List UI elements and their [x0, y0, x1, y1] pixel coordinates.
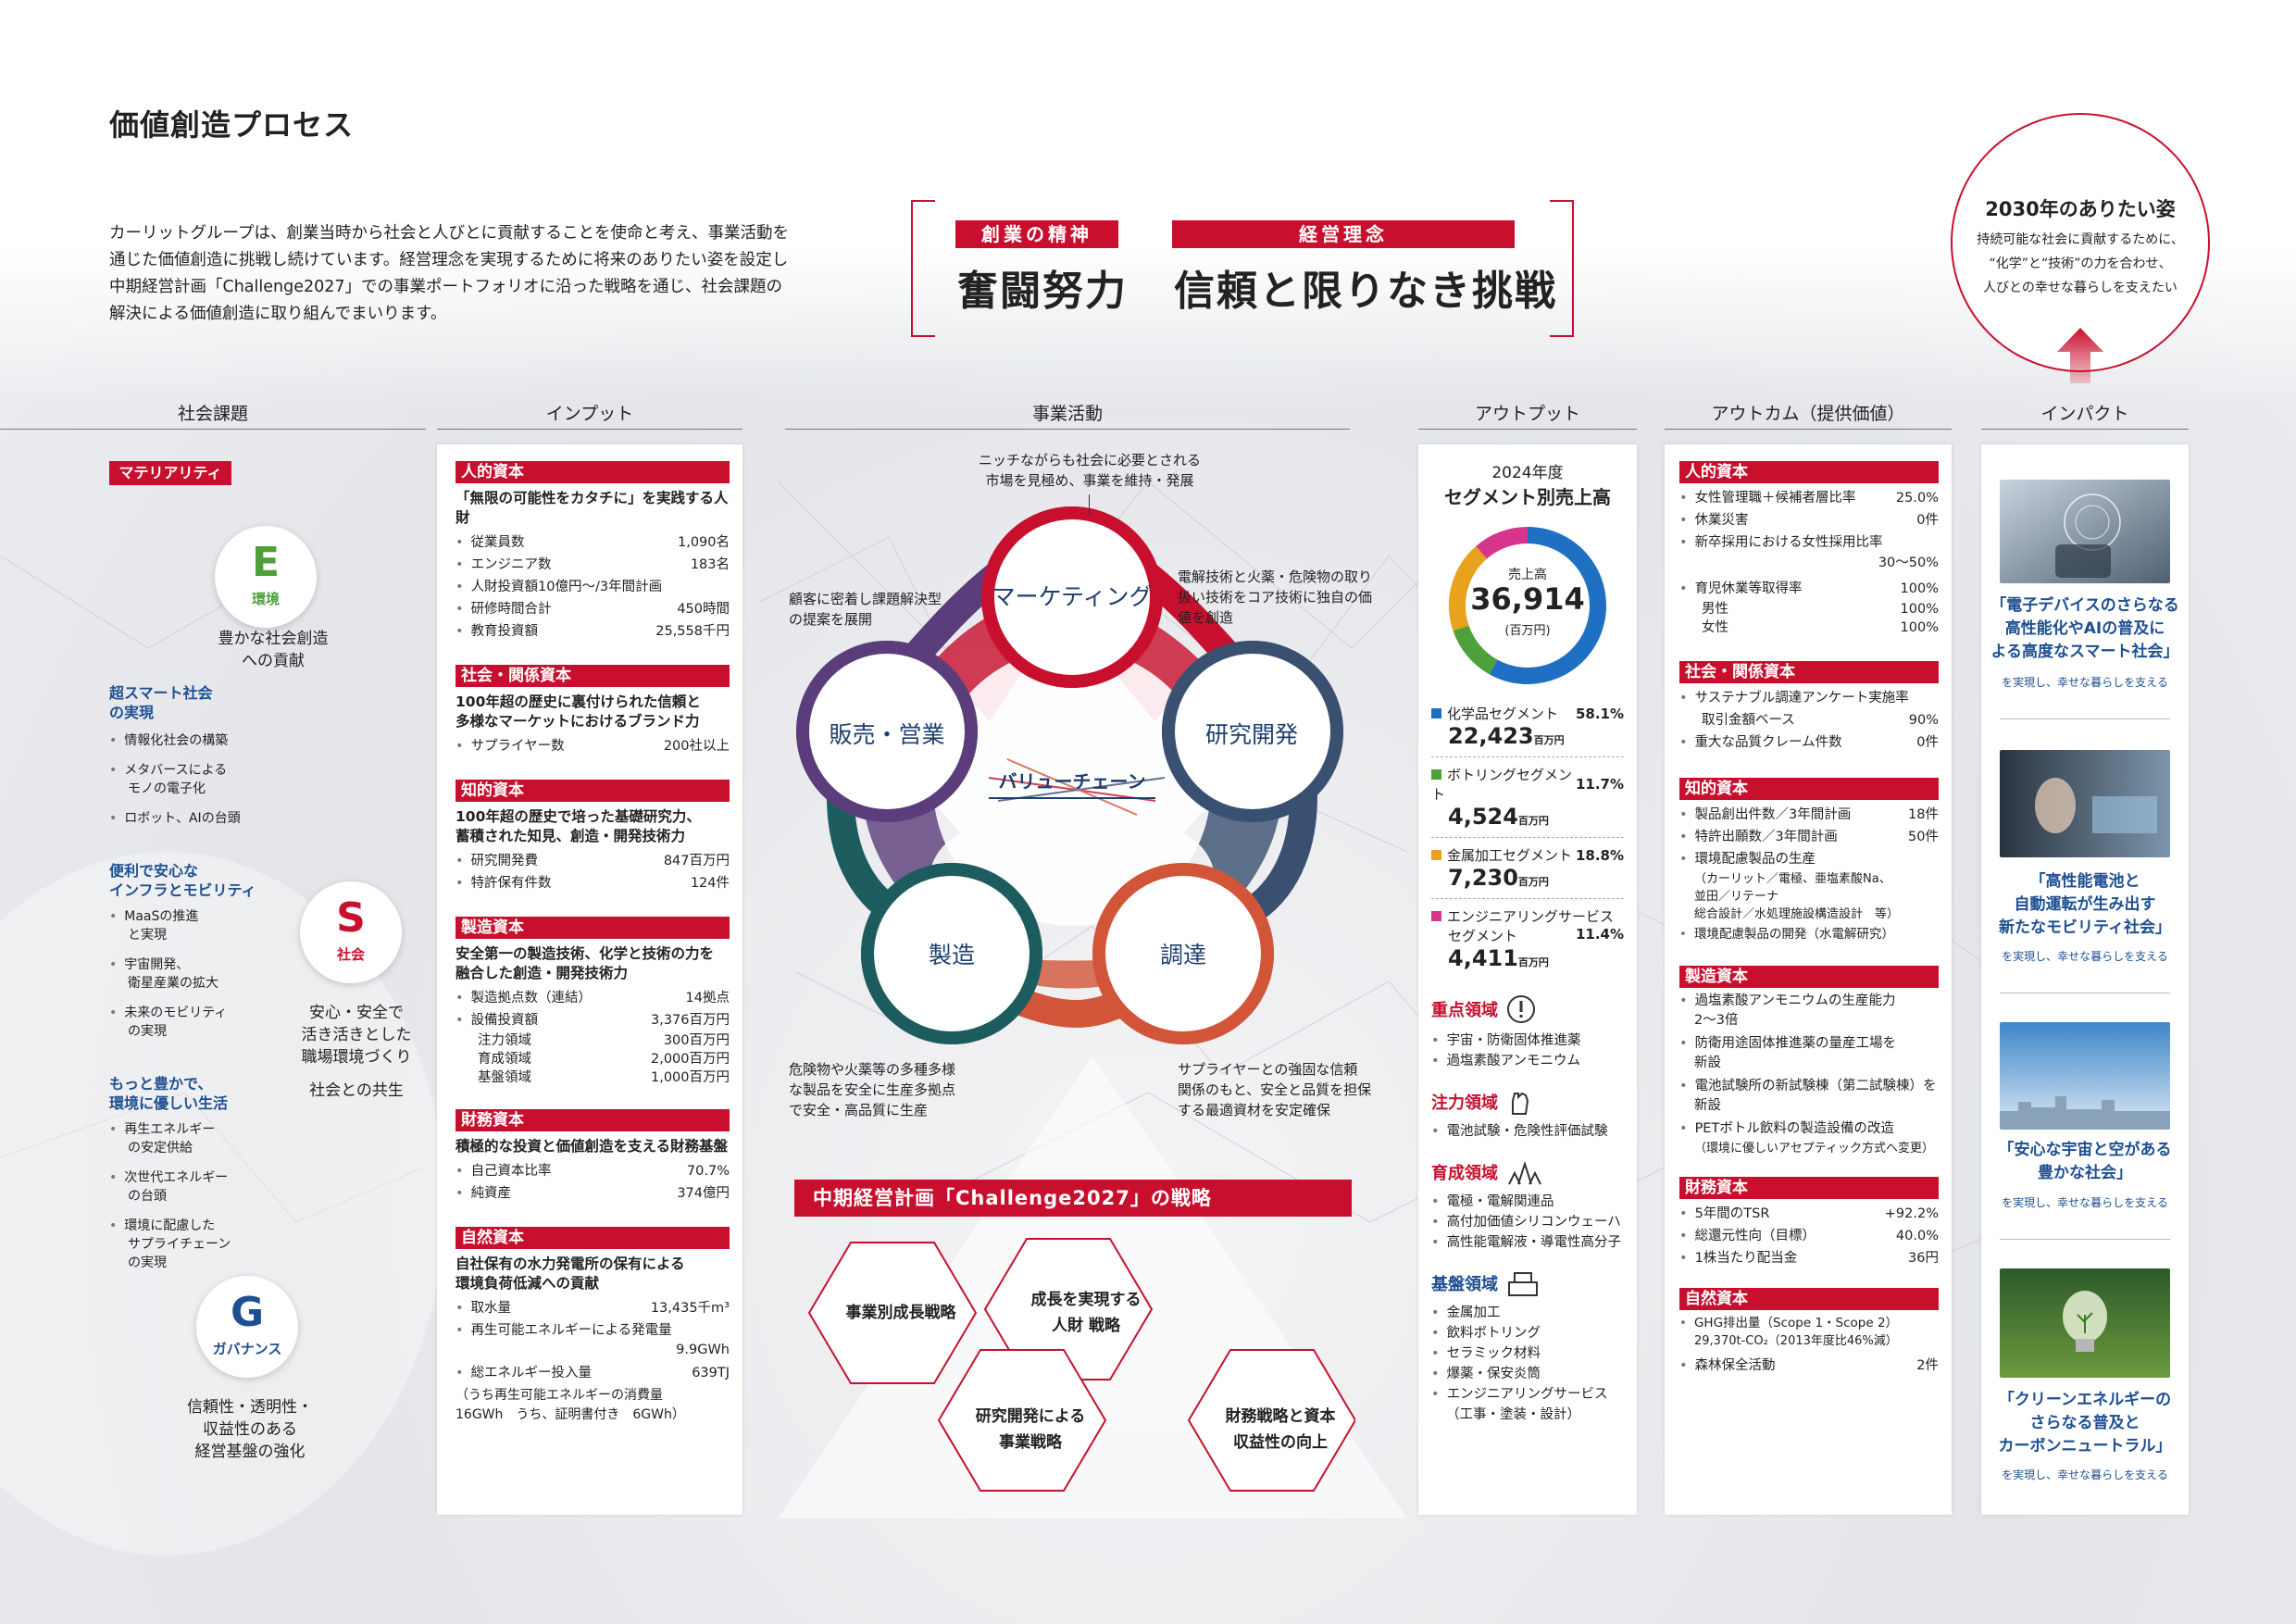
col-outcome: アウトカム（提供価値）	[1665, 398, 1952, 430]
city-sky-photo	[2000, 1022, 2170, 1130]
vc-sales: 販売・営業	[829, 721, 945, 748]
intro-text: カーリットグループは、創業当時から社会と人びとに貢献することを使命と考え、事業活…	[109, 224, 789, 323]
col-impact: インパクト	[1981, 398, 2189, 430]
segment-chemical: 化学品セグメント 58.1% 22,423百万円	[1431, 704, 1624, 749]
strategy-hexagons	[807, 1238, 1355, 1492]
input-human-head: 人的資本	[455, 461, 730, 483]
strategy-title: 中期経営計画「Challenge2027」の戦略	[794, 1180, 1352, 1217]
outcome-natural-head: 自然資本	[1679, 1288, 1939, 1310]
esg-e-desc: 豊かな社会創造 への貢献	[218, 630, 329, 670]
col-social: 社会課題	[0, 398, 426, 430]
esg-g-circle: G ガバナンス	[196, 1276, 298, 1378]
sprout-icon	[1508, 1160, 1541, 1185]
sales-donut: 売上高 36,914 (百万円)	[1444, 522, 1611, 689]
philosophy-text: 信頼と限りなき挑戦	[1174, 268, 1557, 315]
motto-block: 創業の精神 奮闘努力 経営理念 信頼と限りなき挑戦	[911, 200, 1574, 337]
input-intellectual-head: 知的資本	[455, 780, 730, 802]
outcome-human-head: 人的資本	[1679, 461, 1939, 483]
materiality-group-smart: 超スマート社会 の実現 情報化社会の構築 メタバースによる モノの電子化 ロボッ…	[109, 683, 294, 828]
smart-society-photo	[2000, 480, 2170, 583]
callout-marketing: ニッチながらも社会に必要とされる 市場を見極め、事業を維持・発展	[978, 452, 1201, 489]
lightbulb-plant-photo	[2000, 1268, 2170, 1378]
input-natural-head: 自然資本	[455, 1227, 730, 1249]
callout-sales: 顧客に密着し課題解決型 の提案を展開	[789, 591, 942, 628]
col-output: アウトプット	[1418, 398, 1637, 430]
esg-g-desc: 信頼性・透明性・ 収益性のある 経営基盤の強化	[187, 1398, 313, 1461]
outcome-financial-head: 財務資本	[1679, 1177, 1939, 1199]
outcome-intellectual-head: 知的資本	[1679, 778, 1939, 800]
up-arrow-icon	[2057, 328, 2103, 383]
materiality-label: マテリアリティ	[109, 461, 231, 485]
donut-slice	[1453, 625, 1498, 675]
philosophy-label: 経営理念	[1172, 220, 1515, 248]
segment-swatch	[1431, 708, 1441, 718]
hex-hr-strategy: 成長を実現する 人財 戦略	[1030, 1291, 1142, 1335]
exclamation-icon	[1507, 995, 1535, 1023]
materiality-group-green: もっと豊かで、 環境に優しい生活 再生エネルギー の安定供給 次世代エネルギー …	[109, 1074, 294, 1272]
segment-swatch	[1431, 911, 1441, 921]
impact-caption-1: 「電子デバイスのさらなる 高性能化やAIの普及に よる高度なスマート社会」	[1990, 596, 2179, 661]
hex-business-growth: 事業別成長戦略	[845, 1304, 956, 1322]
spirit-label: 創業の精神	[955, 220, 1118, 248]
hex-rnd-strategy: 研究開発による 事業戦略	[975, 1407, 1086, 1452]
page-title: 価値創造プロセス	[109, 107, 355, 143]
outcome-social-head: 社会・関係資本	[1679, 661, 1939, 683]
value-chain-diagram	[796, 506, 1343, 1044]
spirit-text: 奮闘努力	[957, 268, 1128, 315]
esg-s-circle: S 社会	[300, 881, 402, 983]
autonomous-car-photo	[2000, 750, 2170, 857]
segment-bottling: ボトリングセグメント 11.7% 4,524百万円	[1431, 767, 1624, 830]
donut-slice	[1489, 527, 1606, 684]
impact-panel: 「電子デバイスのさらなる 高性能化やAIの普及に よる高度なスマート社会」 を実現し…	[1981, 444, 2189, 1515]
boxes-icon	[1508, 1272, 1538, 1296]
materiality-group-mobility: 便利で安心な インフラとモビリティ MaaSの推進 と実現 宇宙開発、 衛星産業…	[109, 861, 294, 1041]
callout-rnd: 電解技術と火薬・危険物の取り 扱い技術をコア技術に独自の価 値を創造	[1178, 568, 1373, 626]
outcome-manufactured-head: 製造資本	[1679, 966, 1939, 988]
vision-title: 2030年のありたい姿	[1985, 198, 2176, 220]
hex-finance-strategy: 財務戦略と資本 収益性の向上	[1225, 1407, 1336, 1452]
vc-center-label: バリューチェーン	[989, 767, 1155, 799]
donut-slice	[1449, 545, 1488, 631]
vc-procurement: 調達	[1159, 942, 1206, 968]
esg-e-circle: E 環境	[215, 526, 317, 628]
output-panel: 2024年度 セグメント別売上高 売上高 36,914 (百万円) 化学品セグメ…	[1418, 444, 1637, 1515]
callout-procurement: サプライヤーとの強固な信頼 関係のもと、安全と品質を担保 する最適資材を安定確保	[1178, 1061, 1372, 1118]
vc-rnd: 研究開発	[1204, 721, 1298, 748]
esg-s-desc: 安心・安全で 活き活きとした 職場環境づくり 社会との共生	[301, 1004, 412, 1100]
segment-engineering: エンジニアリングサービス セグメント 11.4% 4,411百万円	[1431, 906, 1624, 971]
col-business: 事業活動	[785, 398, 1350, 430]
impact-caption-3: 「安心な宇宙と空がある 豊かな社会」	[1998, 1141, 2172, 1182]
segment-list: 化学品セグメント 58.1% 22,423百万円 ボトリングセグメント 11.7…	[1431, 704, 1624, 971]
impact-caption-4: 「クリーンエネルギーの さらなる普及と カーボンニュートラル」	[1998, 1391, 2172, 1455]
segment-metal: 金属加工セグメント 18.8% 7,230百万円	[1431, 845, 1624, 891]
impact-caption-2: 「高性能電池と 自動運転が生み出す 新たなモビリティ社会」	[1999, 872, 2171, 937]
input-social-head: 社会・関係資本	[455, 665, 730, 687]
donut-chart	[1449, 527, 1606, 684]
fist-icon	[1512, 1092, 1529, 1115]
segment-swatch	[1431, 850, 1441, 860]
input-financial-head: 財務資本	[455, 1109, 730, 1131]
callout-manufacturing: 危険物や火薬等の多種多様 な製品を安全に生産多拠点 で安全・高品質に生産	[789, 1061, 956, 1118]
col-input: インプット	[437, 398, 742, 430]
vc-manufacturing: 製造	[928, 942, 975, 968]
vc-marketing: マーケティング	[992, 583, 1153, 610]
segment-swatch	[1431, 769, 1441, 780]
donut-slice	[1476, 527, 1529, 559]
focus-areas: 重点領域 宇宙・防衛固体推進薬 過塩素酸アンモニウム 注力領域 電池試験・危険性…	[1431, 993, 1624, 1425]
input-manufactured-head: 製造資本	[455, 917, 730, 939]
